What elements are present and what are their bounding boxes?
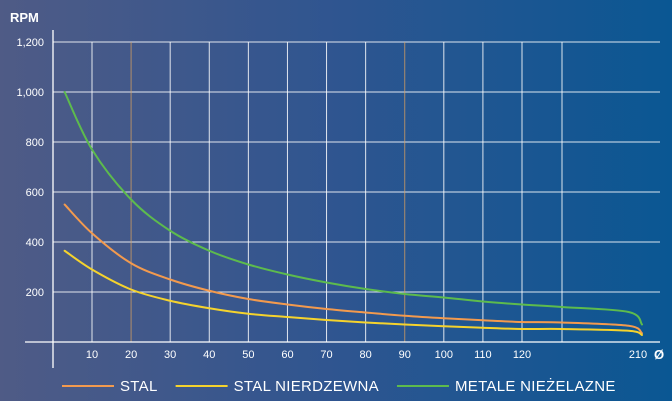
legend-label: METALE NIEŻELAZNE: [455, 377, 616, 395]
x-tick-label: 100: [435, 349, 453, 361]
x-tick-label: 80: [360, 349, 372, 361]
y-axis-title: RPM: [10, 10, 39, 25]
grid: [53, 41, 660, 342]
x-tick-label: 90: [399, 349, 411, 361]
series-line-stal-nierdzewna: [63, 249, 643, 336]
x-tick-label: 30: [164, 349, 176, 361]
series-line-stal: [63, 203, 643, 335]
x-tick-label: 110: [474, 349, 492, 361]
x-tick-label: 210: [629, 349, 647, 361]
x-axis-title: Ø: [654, 347, 664, 362]
x-tick-label: 20: [125, 349, 137, 361]
legend-label: STAL: [120, 378, 158, 395]
legend: STAL STAL NIERDZEWNA METALE NIEŻELAZNE: [62, 377, 616, 395]
y-tick-label: 200: [26, 287, 44, 299]
x-tick-label: 70: [320, 349, 332, 361]
x-tick-label: 120: [513, 349, 531, 361]
y-tick-label: 400: [26, 237, 44, 249]
y-tick-label: 600: [26, 187, 44, 199]
x-tick-label: 60: [281, 349, 293, 361]
legend-label: STAL NIERDZEWNA: [234, 378, 379, 395]
x-tick-label: 50: [242, 349, 254, 361]
series-lines: [63, 91, 643, 336]
axes: 200 400 600 800 1,000 1,200 10 20 30 40 50 60 70 80 90…: [10, 10, 664, 368]
y-tick-label: 1,200: [16, 37, 44, 49]
x-tick-label: 40: [203, 349, 215, 361]
x-tick-label: 10: [86, 349, 98, 361]
y-tick-label: 800: [26, 137, 44, 149]
series-line-metale-nie-elazne: [63, 91, 643, 326]
y-tick-label: 1,000: [16, 87, 44, 99]
